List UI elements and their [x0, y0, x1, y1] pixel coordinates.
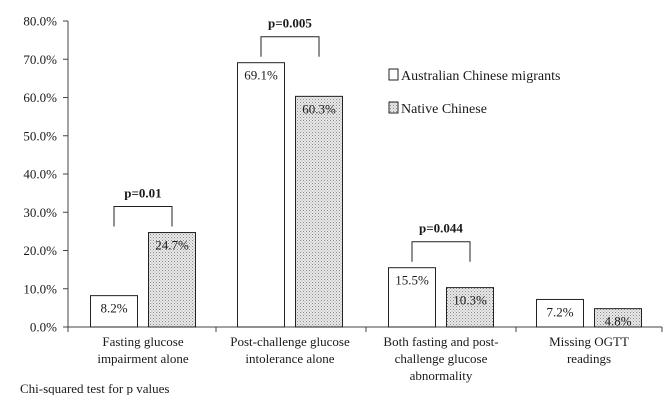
data-label: 10.3% — [453, 293, 487, 308]
data-label: 8.2% — [100, 301, 127, 316]
bar-australian-chinese-migrants — [237, 62, 285, 328]
significance-bracket — [113, 206, 173, 227]
x-category-label: Fasting glucose impairment alone — [97, 334, 189, 366]
data-label: 69.1% — [244, 68, 278, 83]
x-category-label-line: challenge glucose — [395, 351, 488, 366]
footnote: Chi-squared test for p values — [20, 381, 169, 395]
x-category-label-line: Fasting glucose — [102, 334, 183, 349]
legend-label: Australian Chinese migrants — [401, 69, 560, 84]
significance-bracket — [411, 241, 471, 262]
significance-bracket — [260, 36, 320, 57]
x-category-label-line: readings — [567, 351, 611, 366]
data-label: 60.3% — [302, 101, 336, 116]
y-tick-label: 60.0% — [23, 90, 57, 105]
bar-native-chinese — [446, 287, 494, 328]
legend-label: Native Chinese — [401, 102, 487, 117]
x-category-label-line: abnormality — [410, 368, 473, 383]
significance-label: p=0.005 — [268, 16, 312, 31]
legend-swatch — [388, 68, 399, 81]
y-tick-label: 20.0% — [23, 243, 57, 258]
bar-native-chinese — [148, 232, 196, 328]
axes: 0.0% 10.0% 20.0% 30.0% 40.0% 50.0% 60.0% 70.0% 8… — [23, 14, 663, 383]
legend: Australian Chinese migrants Native Chines… — [388, 68, 560, 117]
bar-australian-chinese-migrants — [388, 267, 436, 328]
y-tick-label: 0.0% — [30, 320, 57, 335]
data-label: 24.7% — [155, 238, 189, 253]
significance-label: p=0.044 — [419, 221, 463, 236]
x-category-label-line: Post-challenge glucose — [230, 334, 350, 349]
data-label: 15.5% — [395, 273, 429, 288]
y-tick-label: 10.0% — [23, 281, 57, 296]
y-tick-label: 30.0% — [23, 205, 57, 220]
bar-australian-chinese-migrants — [90, 295, 138, 328]
legend-swatch — [388, 101, 399, 114]
bar-native-chinese — [295, 95, 343, 328]
bar-native-chinese — [594, 308, 642, 328]
y-tick-label: 50.0% — [23, 128, 57, 143]
x-category-label-line: impairment alone — [97, 351, 189, 366]
x-category-label: Both fasting and post-challenge glucose a… — [383, 334, 498, 383]
y-tick-label: 80.0% — [23, 14, 57, 29]
y-tick-label: 40.0% — [23, 167, 57, 182]
x-category-label-line: Both fasting and post- — [383, 334, 498, 349]
significance-brackets: p=0.01 p=0.005 p=0.044 — [113, 16, 471, 262]
bars: 8.2% 24.7% 69.1% 60.3% 15.5% 10.3% 7.2% 4.8% — [90, 62, 642, 329]
significance-label: p=0.01 — [124, 186, 161, 201]
bar-australian-chinese-migrants — [536, 298, 584, 328]
data-label: 7.2% — [546, 304, 573, 319]
data-label: 4.8% — [604, 314, 631, 329]
x-category-label: Missing OGTT readings — [549, 334, 629, 366]
x-category-label-line: Missing OGTT — [549, 334, 629, 349]
x-category-label-line: intolerance alone — [245, 351, 334, 366]
y-tick-label: 70.0% — [23, 52, 57, 67]
x-category-label: Post-challenge glucose intolerance alone — [230, 334, 350, 366]
